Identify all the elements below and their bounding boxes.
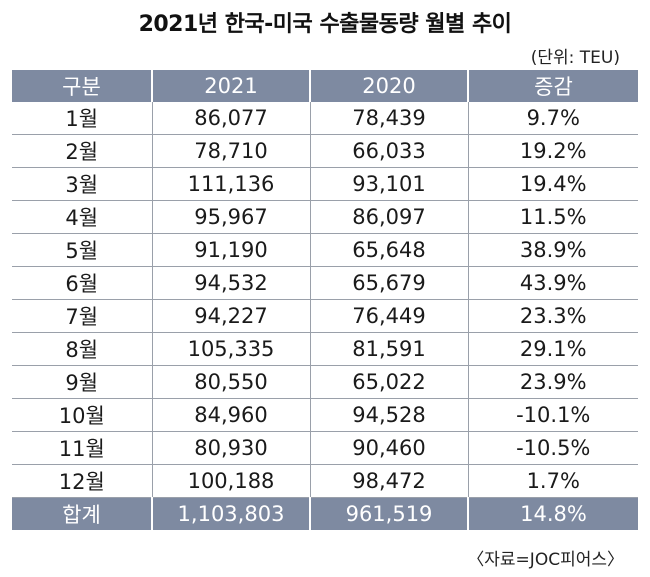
month-cell: 9월 (12, 365, 152, 399)
table-cell: 105,335 (151, 332, 310, 366)
table-cell: 95,967 (151, 200, 310, 234)
month-cell: 7월 (12, 299, 152, 333)
table-cell: 98,472 (309, 464, 468, 498)
table-body: 1월 86,077 78,439 9.7% 2월 78,710 66,033 19.2% 3월 1… (12, 102, 638, 498)
table-row: 4월 95,967 86,097 11.5% (12, 200, 638, 234)
source-note: 〈자료=JOC피어스〉 (467, 550, 624, 570)
unit-note: (단위: TEU) (530, 48, 620, 68)
page-title: 2021년 한국-미국 수출물동량 월별 추이 (138, 12, 512, 37)
total-row: 합계 1,103,803 961,519 14.8% (12, 497, 638, 530)
table-cell: 94,528 (309, 398, 468, 432)
table-cell: 65,679 (309, 266, 468, 300)
total-cell: 1,103,803 (151, 497, 310, 530)
header-row: 구분 2021 2020 증감 (12, 70, 638, 102)
table-cell: 29.1% (467, 332, 638, 366)
table-row: 5월 91,190 65,648 38.9% (12, 233, 638, 267)
table-cell: 86,097 (309, 200, 468, 234)
table-cell: -10.1% (467, 398, 638, 432)
month-cell: 5월 (12, 233, 152, 267)
month-cell: 11월 (12, 431, 152, 465)
table-cell: 9.7% (467, 102, 638, 135)
table-cell: 94,532 (151, 266, 310, 300)
table-cell: 80,930 (151, 431, 310, 465)
table-cell: 23.9% (467, 365, 638, 399)
total-cell: 961,519 (309, 497, 468, 530)
total-cell: 합계 (12, 497, 152, 530)
month-cell: 8월 (12, 332, 152, 366)
column-header: 2020 (309, 70, 468, 102)
table-cell: 94,227 (151, 299, 310, 333)
table-row: 2월 78,710 66,033 19.2% (12, 134, 638, 168)
column-header: 증감 (467, 70, 638, 102)
table-row: 7월 94,227 76,449 23.3% (12, 299, 638, 333)
table-cell: 78,439 (309, 102, 468, 135)
month-cell: 2월 (12, 134, 152, 168)
table-row: 3월 111,136 93,101 19.4% (12, 167, 638, 201)
table-cell: 86,077 (151, 102, 310, 135)
month-cell: 1월 (12, 102, 152, 135)
month-cell: 12월 (12, 464, 152, 498)
table-row: 12월 100,188 98,472 1.7% (12, 464, 638, 498)
table-cell: 65,648 (309, 233, 468, 267)
table-cell: -10.5% (467, 431, 638, 465)
table-cell: 43.9% (467, 266, 638, 300)
table-row: 6월 94,532 65,679 43.9% (12, 266, 638, 300)
column-header: 구분 (12, 70, 152, 102)
data-table: 구분 2021 2020 증감 1월 86,077 78,439 9.7% 2월 78,7… (12, 70, 638, 530)
table-cell: 38.9% (467, 233, 638, 267)
table-cell: 19.2% (467, 134, 638, 168)
month-cell: 4월 (12, 200, 152, 234)
table-cell: 80,550 (151, 365, 310, 399)
table-cell: 23.3% (467, 299, 638, 333)
table-row: 1월 86,077 78,439 9.7% (12, 102, 638, 135)
table-cell: 81,591 (309, 332, 468, 366)
table-row: 10월 84,960 94,528 -10.1% (12, 398, 638, 432)
month-cell: 6월 (12, 266, 152, 300)
table-cell: 90,460 (309, 431, 468, 465)
table-cell: 111,136 (151, 167, 310, 201)
table-row: 8월 105,335 81,591 29.1% (12, 332, 638, 366)
table-cell: 19.4% (467, 167, 638, 201)
column-header: 2021 (151, 70, 310, 102)
table-cell: 11.5% (467, 200, 638, 234)
table-cell: 76,449 (309, 299, 468, 333)
table-row: 9월 80,550 65,022 23.9% (12, 365, 638, 399)
table-cell: 65,022 (309, 365, 468, 399)
month-cell: 10월 (12, 398, 152, 432)
table-cell: 100,188 (151, 464, 310, 498)
table-cell: 91,190 (151, 233, 310, 267)
table-cell: 93,101 (309, 167, 468, 201)
total-cell: 14.8% (467, 497, 638, 530)
month-cell: 3월 (12, 167, 152, 201)
table-cell: 66,033 (309, 134, 468, 168)
table-cell: 1.7% (467, 464, 638, 498)
table-cell: 84,960 (151, 398, 310, 432)
table-cell: 78,710 (151, 134, 310, 168)
table-row: 11월 80,930 90,460 -10.5% (12, 431, 638, 465)
